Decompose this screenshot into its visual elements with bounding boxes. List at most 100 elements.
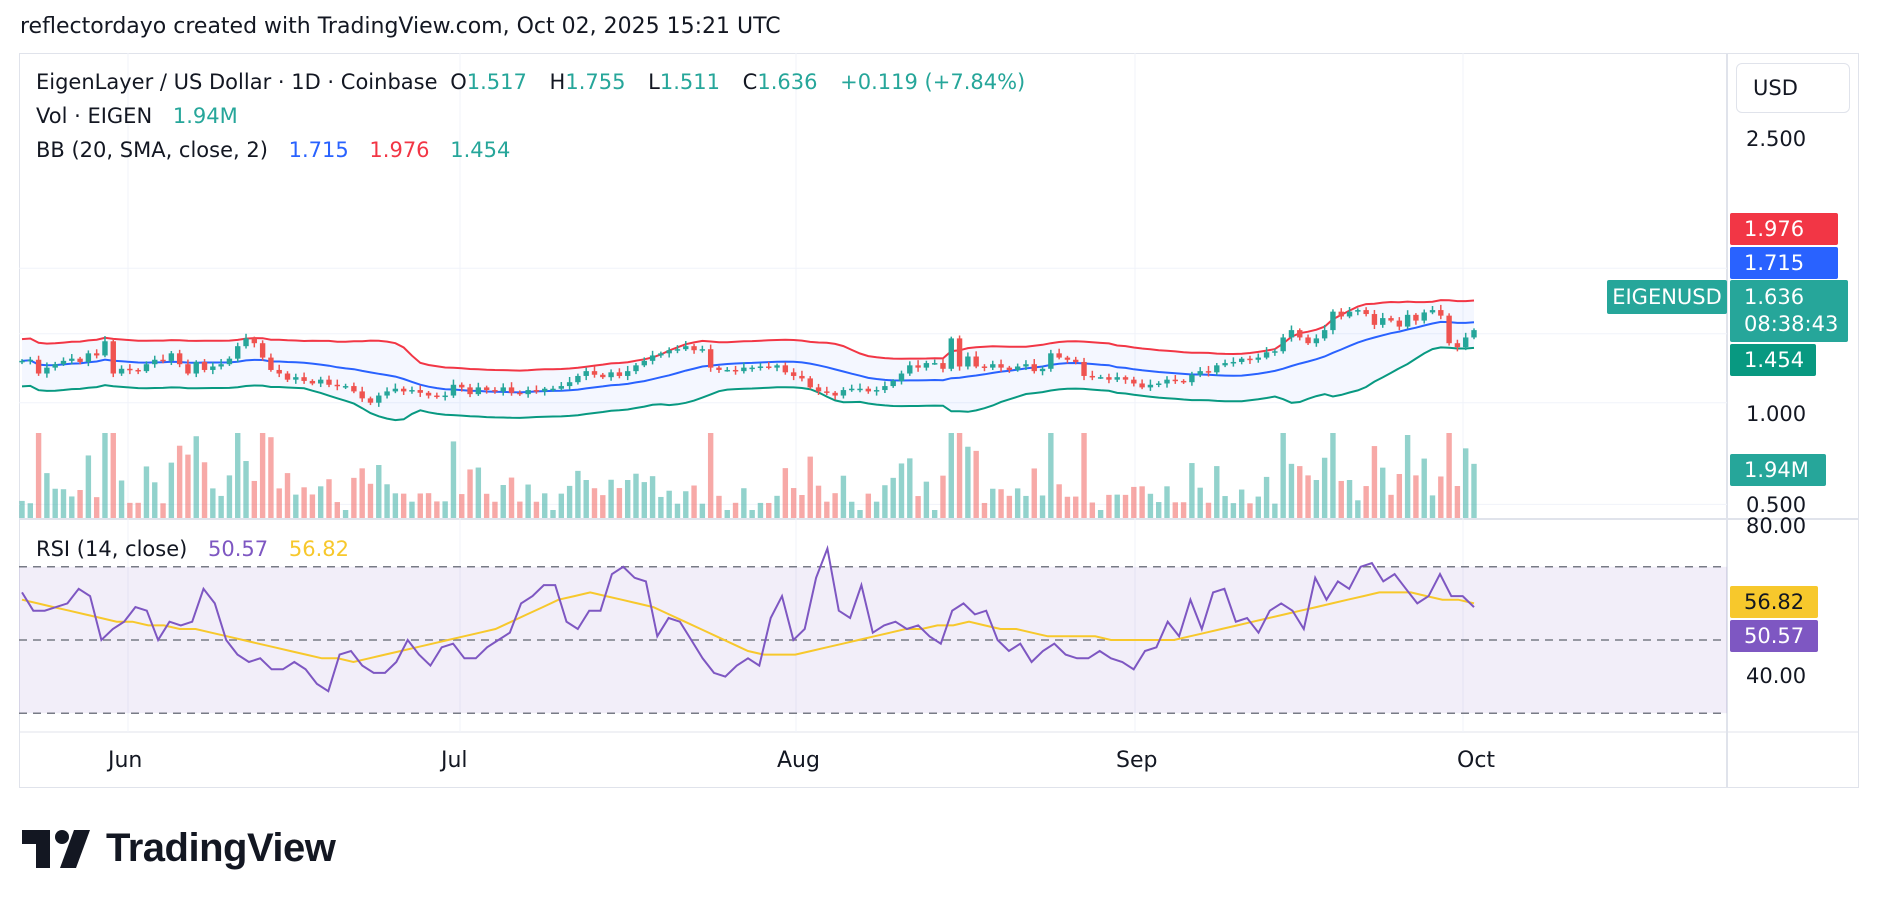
volume-bar xyxy=(1321,457,1328,518)
volume-bar xyxy=(60,489,67,518)
volume-bar xyxy=(1338,480,1344,518)
volume-bar xyxy=(226,475,233,518)
volume-bar xyxy=(1180,502,1187,518)
candle-body xyxy=(19,360,25,363)
volume-bar xyxy=(641,482,647,518)
candle-body xyxy=(907,365,913,374)
candle-body xyxy=(450,384,457,396)
rsi-ma-tag: 56.82 xyxy=(1730,586,1818,618)
volume-bar xyxy=(774,495,780,518)
candle-body xyxy=(774,365,780,368)
candle-body xyxy=(44,367,50,374)
candle-body xyxy=(417,390,423,393)
candle-body xyxy=(1097,377,1104,379)
candle-body xyxy=(691,346,697,351)
volume-bar xyxy=(591,488,598,518)
candle-body xyxy=(483,387,490,391)
volume-bar xyxy=(873,501,880,518)
volume-bar xyxy=(990,488,996,518)
candle-body xyxy=(434,395,440,398)
candle-body xyxy=(1180,380,1187,383)
brand-name: TradingView xyxy=(106,826,336,870)
volume-bar xyxy=(309,494,316,518)
bb-label[interactable]: BB (20, SMA, close, 2) xyxy=(36,138,268,162)
time-label-jun: Jun xyxy=(108,748,143,773)
candle-body xyxy=(1371,314,1378,325)
candle-body xyxy=(276,369,282,374)
bb-basis-line xyxy=(21,320,1475,394)
volume-bar xyxy=(1454,486,1461,518)
candle-body xyxy=(591,371,598,375)
candle-body xyxy=(542,388,548,392)
candle-body xyxy=(1139,383,1145,388)
symbol-title[interactable]: EigenLayer / US Dollar · 1D · Coinbase xyxy=(36,70,438,94)
rsi-ma-value: 56.82 xyxy=(288,537,349,561)
volume-bar xyxy=(1048,433,1054,518)
volume-bar xyxy=(442,501,448,518)
candle-body xyxy=(351,386,357,392)
volume-bar xyxy=(434,501,440,518)
candle-body xyxy=(1438,310,1444,316)
candle-body xyxy=(674,349,681,351)
rsi-label[interactable]: RSI (14, close) xyxy=(36,537,188,561)
candle-body xyxy=(1272,351,1278,353)
rsi-ma-line xyxy=(21,591,1475,664)
volume-bar xyxy=(417,493,423,518)
volume-bar xyxy=(732,502,739,518)
volume-bar xyxy=(483,493,490,518)
candle-body xyxy=(1081,361,1087,376)
candle-body xyxy=(998,364,1004,368)
rsi-tick-80: 80.00 xyxy=(1746,514,1807,538)
candle-body xyxy=(359,391,365,399)
candle-body xyxy=(575,375,581,383)
volume-bar xyxy=(840,475,847,518)
volume-bar xyxy=(1197,487,1203,518)
currency-button[interactable]: USD xyxy=(1736,63,1850,113)
volume-bar xyxy=(1156,502,1162,518)
candle-body xyxy=(293,377,299,380)
volume-label[interactable]: Vol · EIGEN xyxy=(36,104,153,128)
candle-body xyxy=(176,353,183,365)
open-value: 1.517 xyxy=(466,70,527,94)
volume-bar xyxy=(716,495,722,518)
candle-body xyxy=(1089,375,1096,378)
candle-body xyxy=(425,392,432,396)
bar-countdown: 08:38:43 xyxy=(1744,312,1839,336)
volume-bar xyxy=(1438,476,1444,518)
volume-bar xyxy=(600,495,606,518)
volume-bars xyxy=(19,433,1477,518)
candle-body xyxy=(1321,330,1328,339)
candle-body xyxy=(948,338,954,369)
candle-body xyxy=(724,369,730,372)
candle-body xyxy=(608,372,614,378)
volume-bar xyxy=(807,456,813,518)
volume-bar xyxy=(1214,466,1220,518)
volume-bar xyxy=(517,501,523,518)
candle-body xyxy=(1396,320,1403,327)
candle-body xyxy=(1355,310,1361,312)
candle-body xyxy=(1346,311,1353,317)
candle-body xyxy=(890,380,896,387)
candle-body xyxy=(973,356,979,367)
volume-bar xyxy=(1297,466,1303,518)
candle-body xyxy=(1205,371,1212,373)
candle-body xyxy=(508,387,515,393)
time-label-jul: Jul xyxy=(441,748,468,773)
volume-bar xyxy=(658,496,664,518)
candle-body xyxy=(1280,337,1286,352)
volume-bar xyxy=(1230,503,1237,518)
tradingview-logo[interactable]: TradingView xyxy=(22,826,336,871)
volume-bar xyxy=(176,445,183,518)
candle-body xyxy=(815,387,822,392)
high-label: H xyxy=(549,70,566,94)
volume-bar xyxy=(1446,433,1452,518)
volume-bar xyxy=(293,494,299,518)
rsi-tick-40: 40.00 xyxy=(1746,664,1807,688)
candle-body xyxy=(1263,352,1270,358)
candle-body xyxy=(683,346,689,350)
volume-bar xyxy=(1263,476,1270,518)
candle-body xyxy=(931,363,938,365)
bb-lower-value: 1.454 xyxy=(450,138,511,162)
close-label: C xyxy=(742,70,758,94)
